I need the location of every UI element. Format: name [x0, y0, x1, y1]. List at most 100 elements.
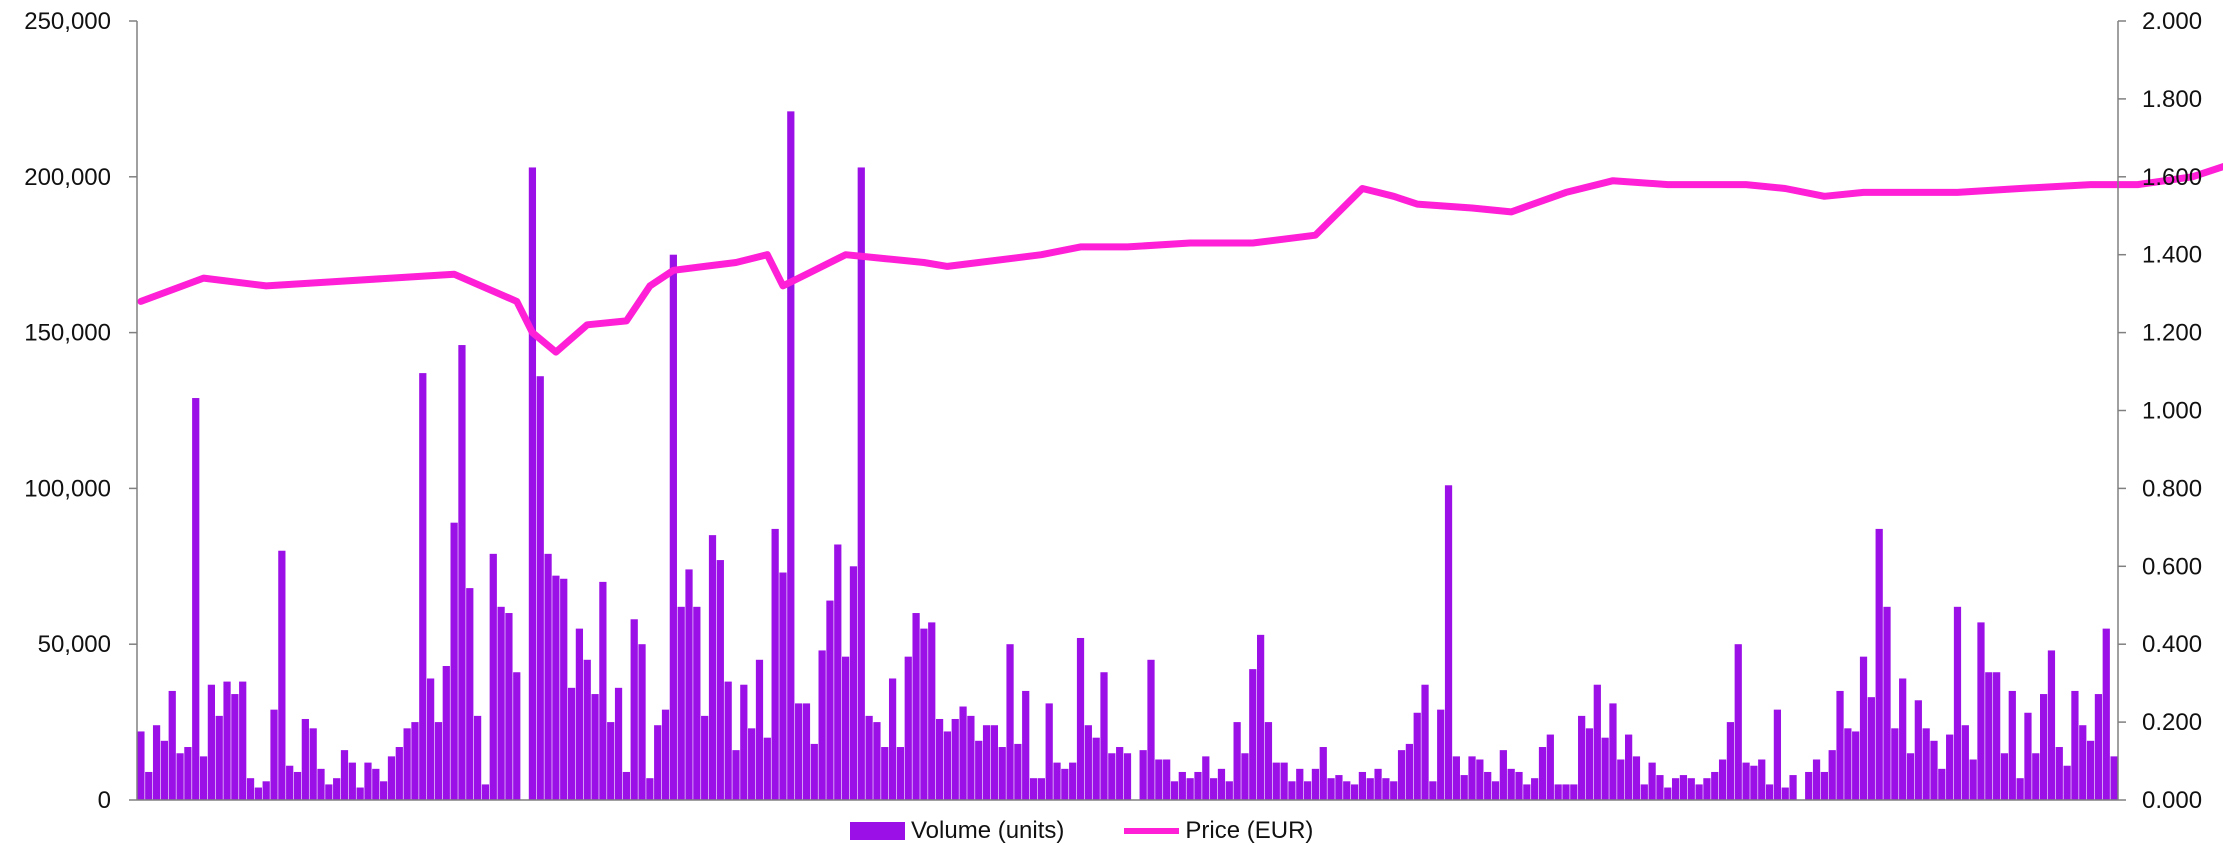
volume-bar [1523, 784, 1531, 800]
volume-bar [975, 740, 983, 800]
volume-bar [701, 715, 709, 800]
volume-bar [1014, 743, 1022, 800]
volume-bar [1029, 778, 1038, 800]
volume-bar [567, 687, 576, 800]
volume-bar [763, 737, 771, 800]
volume-bar [842, 656, 850, 800]
volume-bar [1217, 768, 1226, 800]
y-left-tick-label: 150,000 [24, 320, 111, 347]
volume-bar [1593, 684, 1601, 800]
volume-bar [583, 659, 591, 800]
volume-bar [348, 762, 356, 800]
volume-bar [1867, 697, 1875, 800]
volume-bar [419, 373, 427, 800]
volume-bar [1241, 753, 1249, 800]
volume-bar [1789, 775, 1797, 800]
volume-bar [1460, 775, 1468, 800]
volume-bar [638, 644, 646, 800]
volume-bar [160, 740, 169, 800]
y-right-tick-label: 1.400 [2142, 242, 2202, 269]
volume-bar [1178, 771, 1186, 800]
volume-bar [622, 771, 630, 800]
volume-bar [865, 715, 873, 800]
volume-bar [1718, 759, 1727, 800]
volume-bar [928, 622, 936, 800]
volume-bar [317, 768, 325, 800]
volume-bar [1069, 762, 1077, 800]
legend-label-price: Price (EUR) [1185, 817, 1314, 844]
volume-bar [387, 756, 396, 800]
volume-bar [1319, 747, 1327, 800]
volume-bar [1006, 644, 1014, 800]
y-left-tick-label: 100,000 [24, 475, 111, 502]
volume-bar [1092, 737, 1100, 800]
volume-bar [1844, 728, 1852, 800]
volume-bar [935, 718, 944, 800]
y-right-tick-label: 1.000 [2142, 398, 2202, 425]
volume-bar [1883, 606, 1891, 800]
volume-bar [1186, 778, 1194, 800]
volume-bar [309, 728, 317, 800]
volume-bar [325, 784, 333, 800]
volume-bar [990, 725, 998, 800]
volume-bar [2063, 765, 2071, 800]
volume-bar [1022, 690, 1030, 800]
legend-item-volume: Volume (units) [850, 817, 1064, 845]
volume-bar [654, 725, 662, 800]
legend-label-volume: Volume (units) [911, 817, 1065, 844]
volume-bar [732, 750, 740, 800]
y-left-tick-label: 250,000 [24, 8, 111, 35]
volume-bar [912, 613, 920, 800]
volume-bar [857, 167, 865, 800]
y-left-tick-label: 0 [98, 787, 111, 814]
volume-bar [1977, 622, 1985, 800]
volume-bar [1037, 778, 1045, 800]
volume-bar [1554, 784, 1562, 800]
volume-bar [466, 588, 474, 800]
volume-bar [1899, 678, 1907, 800]
volume-bar [1358, 771, 1367, 800]
volume-bar [176, 753, 184, 800]
volume-bar [685, 569, 693, 800]
volume-bar [2008, 690, 2016, 800]
volume-bar [1515, 771, 1523, 800]
volume-bar [920, 628, 928, 800]
volume-bar [1695, 784, 1703, 800]
volume-bar [708, 535, 717, 800]
volume-bar [896, 747, 905, 800]
volume-bar [959, 706, 967, 800]
volume-bar [536, 376, 544, 800]
volume-bar [380, 781, 388, 800]
volume-bar [505, 613, 513, 800]
volume-bar [873, 722, 881, 800]
volume-bar [1538, 747, 1547, 800]
volume-bar [1625, 734, 1633, 800]
volume-bar [333, 778, 341, 800]
volume-bar [1765, 784, 1774, 800]
volume-bar [2040, 694, 2048, 800]
volume-bar [560, 578, 568, 800]
volume-bar [795, 703, 803, 800]
volume-bar [591, 694, 599, 800]
y-right-tick-label: 1.600 [2142, 164, 2202, 191]
volume-bar [630, 619, 638, 800]
volume-bar [1296, 768, 1304, 800]
volume-bar [755, 659, 764, 800]
volume-bar [2032, 753, 2040, 800]
volume-bar [740, 684, 748, 800]
volume-bar [1671, 778, 1680, 800]
volume-bar [450, 522, 458, 800]
volume-bar [1108, 753, 1116, 800]
volume-bar [2071, 690, 2079, 800]
legend-swatch-price [1124, 828, 1180, 834]
volume-bar [1249, 669, 1257, 800]
volume-bar [1812, 759, 1821, 800]
volume-bar [270, 709, 278, 800]
volume-bar [199, 756, 208, 800]
y-right-tick-label: 1.800 [2142, 86, 2202, 113]
volume-bar [2086, 740, 2095, 800]
volume-bar [1405, 743, 1413, 800]
volume-bar [1350, 784, 1359, 800]
y-right-tick-label: 0.800 [2142, 475, 2202, 502]
volume-bar [1578, 715, 1586, 800]
